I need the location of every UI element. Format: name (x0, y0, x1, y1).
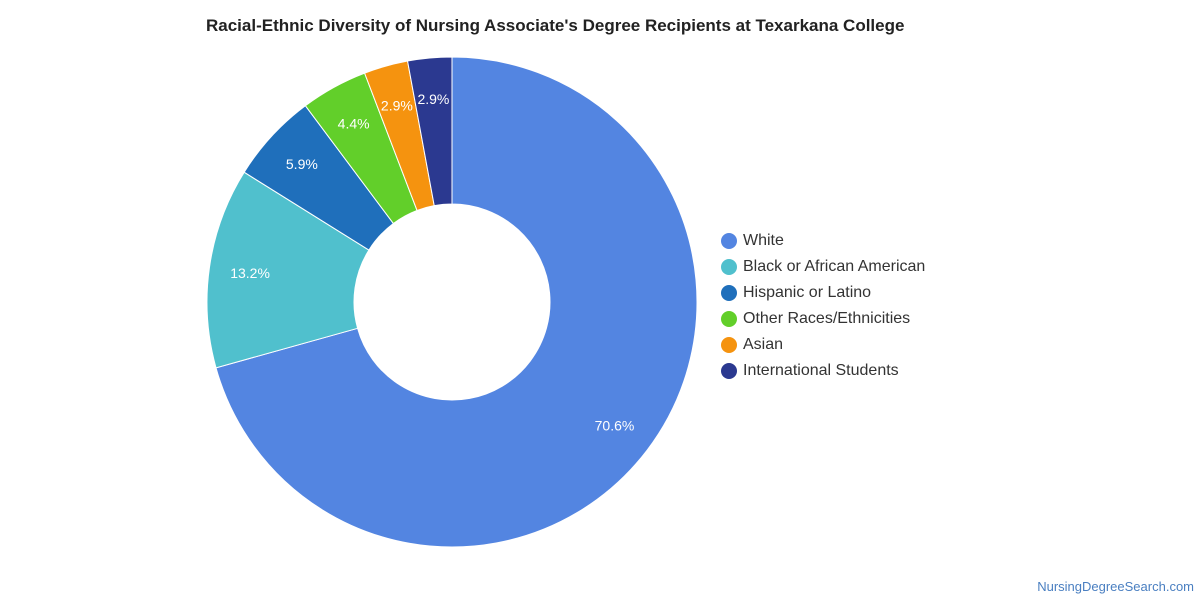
slice-value-label: 2.9% (417, 91, 449, 107)
legend-label: Hispanic or Latino (743, 284, 872, 301)
chart-title: Racial-Ethnic Diversity of Nursing Assoc… (206, 16, 905, 35)
slice-value-label: 2.9% (381, 98, 413, 114)
donut-slice-white[interactable] (215, 56, 698, 548)
donut-slice-international-students[interactable] (406, 56, 453, 207)
legend-item-asian[interactable]: Asian (721, 332, 925, 358)
legend-item-black[interactable]: Black or African American (721, 254, 925, 280)
legend-swatch (721, 337, 737, 353)
legend-label: Black or African American (743, 258, 926, 275)
donut-slice-black-or-african-american[interactable] (206, 171, 370, 369)
legend-swatch (721, 311, 737, 327)
legend-swatch (721, 285, 737, 301)
legend-swatch (721, 233, 737, 249)
slice-value-label: 13.2% (230, 265, 270, 281)
legend-label: Other Races/Ethnicities (743, 310, 911, 327)
legend-item-hispanic[interactable]: Hispanic or Latino (721, 280, 925, 306)
legend-item-international[interactable]: International Students (721, 358, 925, 384)
slice-value-label: 70.6% (595, 417, 635, 433)
chart-legend: White Black or African American Hispanic… (721, 228, 925, 384)
legend-swatch (721, 259, 737, 275)
legend-item-white[interactable]: White (721, 228, 925, 254)
slice-value-label: 5.9% (286, 156, 318, 172)
slice-value-label: 4.4% (338, 115, 370, 131)
legend-item-other[interactable]: Other Races/Ethnicities (721, 306, 925, 332)
source-link[interactable]: NursingDegreeSearch.com (1037, 579, 1194, 594)
legend-swatch (721, 363, 737, 379)
legend-label: International Students (743, 362, 899, 379)
legend-label: White (743, 232, 784, 249)
legend-label: Asian (743, 336, 784, 353)
